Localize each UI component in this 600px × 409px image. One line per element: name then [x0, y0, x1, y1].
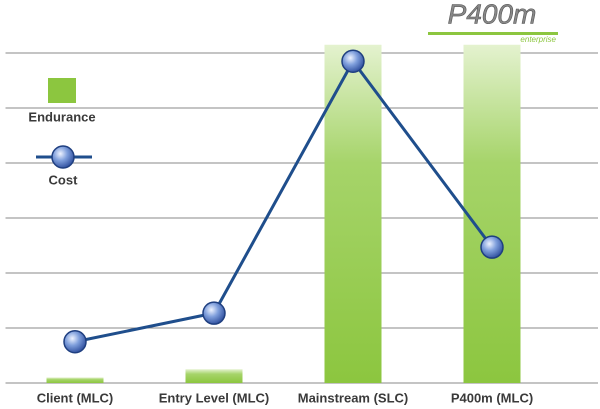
bar [324, 44, 382, 383]
marker [341, 49, 365, 73]
x-tick-label: P400m (MLC) [451, 390, 533, 405]
marker [63, 330, 87, 354]
grid [5, 52, 598, 384]
logo-text: P400m [448, 0, 537, 29]
bar [46, 377, 104, 383]
marker [480, 235, 504, 259]
logo: P400m enterprise [428, 0, 558, 44]
bar [185, 369, 243, 383]
bar [463, 44, 521, 383]
legend: Endurance Cost [28, 78, 96, 187]
legend-swatch [48, 78, 76, 103]
legend-label: Cost [49, 172, 79, 187]
legend-marker [51, 145, 75, 169]
marker [202, 301, 226, 325]
x-tick-label: Mainstream (SLC) [298, 390, 409, 405]
x-tick-label: Entry Level (MLC) [159, 390, 270, 405]
logo-subtitle: enterprise [520, 35, 556, 44]
logo-bar [428, 32, 558, 35]
x-tick-label: Client (MLC) [37, 390, 114, 405]
legend-label: Endurance [28, 109, 95, 124]
plot: Client (MLC) Entry Level (MLC) Mainstream … [37, 44, 533, 405]
line [74, 58, 494, 344]
